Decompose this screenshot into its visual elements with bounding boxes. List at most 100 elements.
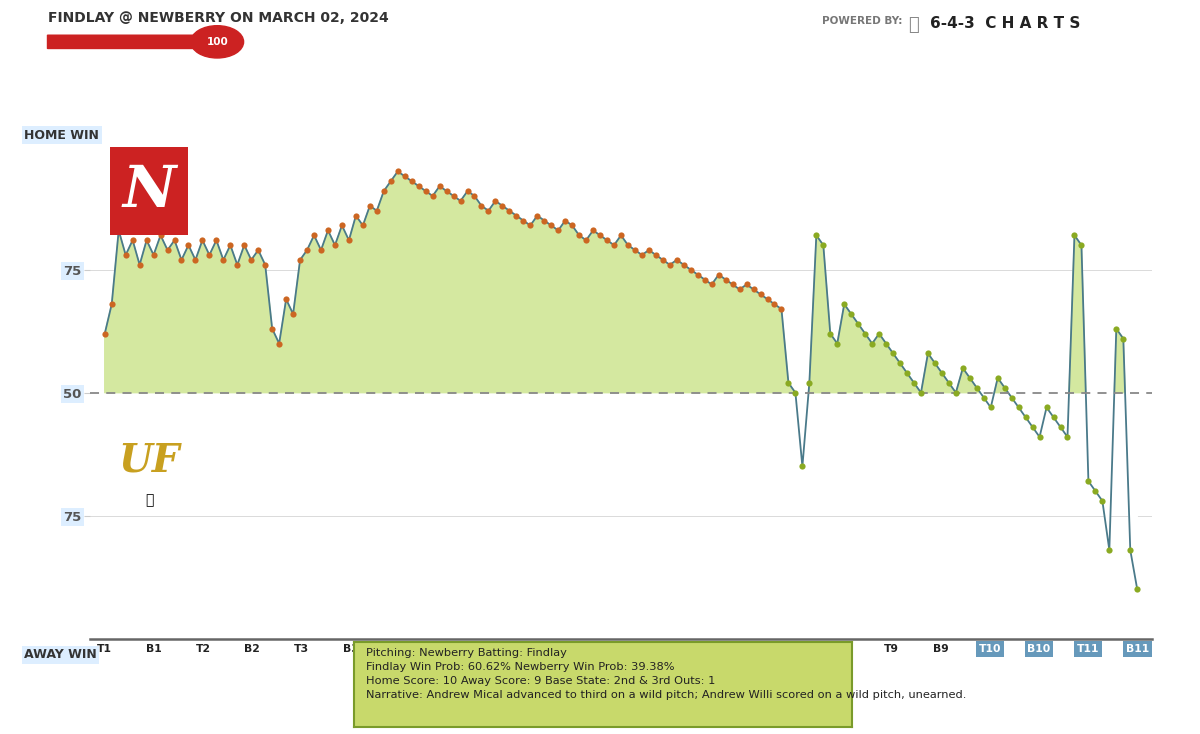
Point	[514, 214, 533, 226]
Point	[172, 254, 191, 266]
Point	[1037, 401, 1056, 413]
Point	[144, 249, 163, 261]
Text: 6-4-3  C H A R T S: 6-4-3 C H A R T S	[930, 16, 1080, 31]
Point	[1024, 421, 1043, 433]
Point	[312, 244, 331, 256]
Point	[424, 190, 443, 202]
Point	[674, 259, 694, 271]
Point	[974, 392, 994, 404]
Point	[563, 219, 582, 231]
Point	[918, 347, 937, 359]
Point	[982, 401, 1001, 413]
Point	[821, 328, 840, 340]
Point	[576, 234, 595, 246]
Point	[535, 214, 554, 226]
Point	[124, 234, 143, 246]
Point	[256, 259, 275, 271]
Point	[682, 264, 701, 275]
Point	[388, 166, 407, 178]
Point	[856, 328, 875, 340]
Point	[618, 239, 637, 251]
Point	[353, 219, 372, 231]
Point	[130, 259, 149, 271]
Point	[716, 274, 736, 286]
Point	[263, 323, 282, 335]
Point	[1079, 476, 1098, 487]
Point	[570, 230, 589, 241]
Point	[221, 239, 240, 251]
Point	[276, 294, 295, 305]
Point	[925, 357, 944, 369]
Point	[235, 239, 254, 251]
Point	[409, 181, 428, 192]
Point	[464, 190, 484, 202]
Point	[486, 195, 505, 207]
Text: Pitching: Newberry Batting: Findlay
Findlay Win Prob: 60.62% Newberry Win Prob: : Pitching: Newberry Batting: Findlay Find…	[366, 648, 967, 700]
Point	[1044, 411, 1063, 423]
Point	[1030, 431, 1049, 443]
Point	[347, 210, 366, 222]
Point	[764, 298, 784, 310]
Point	[1128, 584, 1147, 595]
Point	[374, 185, 394, 197]
Point	[199, 249, 218, 261]
Point	[1009, 401, 1028, 413]
Point	[416, 185, 436, 197]
Point	[890, 357, 910, 369]
Text: 100: 100	[206, 37, 228, 47]
Point	[988, 372, 1007, 384]
Text: HOME WIN: HOME WIN	[24, 129, 100, 142]
Point	[667, 254, 686, 266]
Point	[995, 382, 1014, 393]
Point	[744, 283, 763, 295]
Point	[947, 387, 966, 399]
Point	[402, 175, 421, 187]
Point	[647, 249, 666, 261]
Point	[430, 181, 449, 192]
Point	[1086, 485, 1105, 497]
Point	[1016, 411, 1036, 423]
Point	[848, 318, 868, 330]
Point	[290, 254, 310, 266]
Point	[632, 249, 652, 261]
Point	[653, 254, 672, 266]
Point	[793, 461, 812, 473]
Point	[458, 185, 478, 197]
Point	[590, 230, 610, 241]
Text: FINDLAY @ NEWBERRY ON MARCH 02, 2024: FINDLAY @ NEWBERRY ON MARCH 02, 2024	[48, 11, 389, 25]
Point	[1064, 230, 1084, 241]
Point	[841, 308, 860, 320]
Point	[95, 328, 114, 340]
Point	[737, 279, 756, 291]
Point	[228, 259, 247, 271]
Point	[772, 303, 791, 315]
Point	[598, 234, 617, 246]
Point	[730, 283, 749, 295]
Point	[472, 200, 491, 211]
FancyBboxPatch shape	[110, 147, 188, 235]
Point	[605, 239, 624, 251]
Point	[164, 234, 184, 246]
Point	[151, 230, 170, 241]
Point	[521, 219, 540, 231]
Point	[967, 382, 986, 393]
Point	[214, 254, 233, 266]
Point	[863, 338, 882, 349]
Point	[548, 225, 568, 236]
Point	[1058, 431, 1078, 443]
Point	[325, 239, 344, 251]
Point	[395, 170, 414, 182]
Point	[186, 254, 205, 266]
Text: POWERED BY:: POWERED BY:	[822, 16, 902, 26]
Point	[451, 195, 470, 207]
Point	[283, 308, 302, 320]
Point	[102, 298, 121, 310]
Point	[1121, 544, 1140, 556]
Point	[960, 372, 979, 384]
Point	[932, 367, 952, 379]
Point	[640, 244, 659, 256]
Point	[499, 205, 518, 217]
Point	[318, 225, 337, 236]
Point	[179, 239, 198, 251]
Point	[248, 244, 268, 256]
